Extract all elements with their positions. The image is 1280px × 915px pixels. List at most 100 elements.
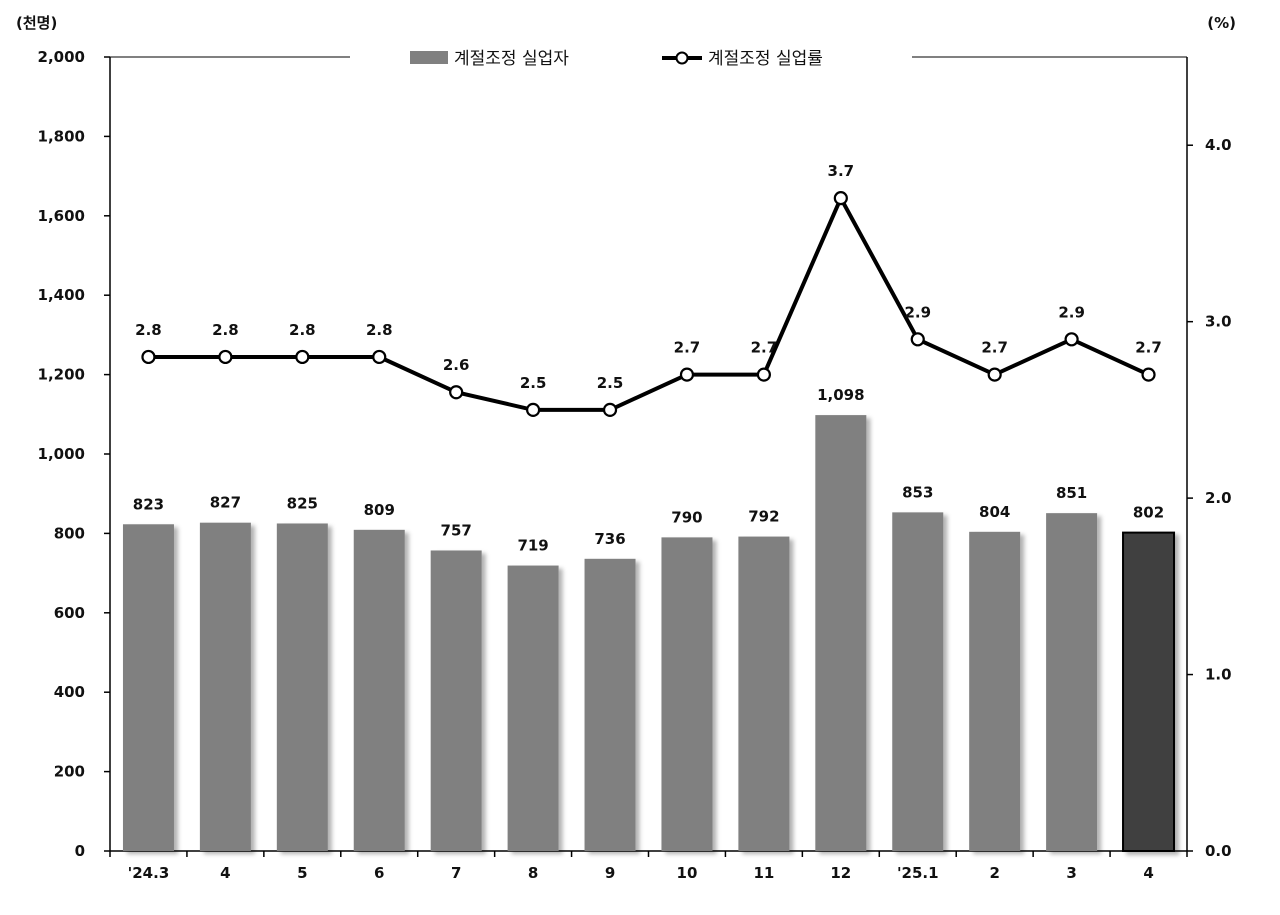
line-value-label: 2.7 [751, 339, 778, 357]
x-tick-label: 2 [989, 864, 999, 882]
bar [430, 550, 482, 851]
bar-value-label: 827 [210, 494, 241, 512]
x-tick-label: 7 [451, 864, 461, 882]
bar [815, 415, 867, 851]
bar-value-label: 809 [364, 501, 395, 519]
line-path [148, 193, 1150, 412]
bar [1122, 531, 1176, 853]
left-axis-ticks: 0 200 400 600 800 1,000 1,200 1,400 1,600 1,800 2,… [38, 48, 110, 860]
right-axis-ticks: 0.0 1.0 2.0 3.0 4.0 [1187, 136, 1232, 860]
bar-labels: 823 827 825 809 757 719 736 790 792 1,098 853 804 85… [133, 386, 1164, 554]
left-tick-label: 400 [54, 683, 85, 701]
right-tick-label: 0.0 [1205, 842, 1232, 860]
left-tick-label: 200 [54, 763, 85, 781]
x-axis-ticks: '24.3 4 5 6 7 8 9 10 11 12 '25.1 2 3 4 [109, 851, 1188, 882]
bar-value-label: 792 [748, 508, 779, 526]
line-point [141, 349, 156, 365]
line-value-label: 2.8 [366, 321, 393, 339]
legend: 계절조정 실업자 계절조정 실업률 [410, 49, 823, 69]
line-value-label: 2.9 [1058, 303, 1085, 321]
line-point [1141, 367, 1156, 382]
line-series [141, 191, 1156, 417]
bar [199, 522, 251, 851]
legend-line-label: 계절조정 실업률 [708, 49, 823, 69]
bar-value-label: 823 [133, 495, 164, 513]
line-value-label: 2.7 [674, 339, 701, 357]
right-tick-label: 3.0 [1205, 313, 1232, 331]
line-value-label: 2.7 [981, 339, 1008, 357]
bar-value-label: 802 [1133, 504, 1164, 522]
line-point [987, 367, 1002, 382]
x-tick-label: 6 [374, 864, 384, 882]
line-point [526, 402, 541, 417]
bar [276, 523, 328, 851]
x-tick-label: 10 [677, 864, 698, 882]
line-point [218, 349, 233, 365]
line-value-label: 2.5 [597, 374, 624, 392]
bar [969, 531, 1021, 851]
left-tick-label: 1,200 [38, 366, 85, 384]
left-tick-label: 2,000 [38, 48, 85, 66]
legend-bar-swatch [410, 51, 448, 64]
bar-series [122, 415, 1176, 853]
bar [738, 536, 790, 851]
right-axis-unit: (%) [1207, 14, 1236, 32]
right-tick-label: 4.0 [1205, 136, 1232, 154]
left-tick-label: 0 [75, 842, 85, 860]
x-tick-label: 3 [1066, 864, 1076, 882]
line-point [833, 191, 848, 206]
bar-value-label: 853 [902, 483, 933, 501]
bar [122, 524, 174, 851]
bar [507, 565, 559, 851]
line-point [756, 367, 771, 382]
bar-value-label: 825 [287, 494, 318, 512]
x-tick-label: 11 [753, 864, 774, 882]
bar-value-label: 790 [671, 508, 702, 526]
line-value-label: 2.7 [1135, 339, 1162, 357]
bar-value-label: 1,098 [817, 386, 864, 404]
bar [661, 537, 713, 851]
right-tick-label: 1.0 [1205, 666, 1232, 684]
left-tick-label: 1,000 [38, 445, 85, 463]
bar [584, 558, 636, 851]
bar-value-label: 736 [594, 530, 625, 548]
plot-frame [109, 56, 1188, 852]
x-tick-label: 8 [528, 864, 538, 882]
left-tick-label: 600 [54, 604, 85, 622]
bar-value-label: 804 [979, 503, 1010, 521]
left-tick-label: 800 [54, 524, 85, 542]
line-value-label: 3.7 [828, 162, 855, 180]
left-axis-unit: (천명) [16, 14, 57, 32]
line-point [372, 349, 387, 365]
bar-value-label: 719 [517, 537, 548, 555]
line-point [910, 332, 925, 347]
line-value-label: 2.5 [520, 374, 547, 392]
left-tick-label: 1,600 [38, 207, 85, 225]
x-tick-label: '25.1 [897, 864, 939, 882]
line-value-label: 2.8 [135, 321, 162, 339]
legend-bar-label: 계절조정 실업자 [454, 49, 569, 69]
x-tick-label: 12 [830, 864, 851, 882]
bar [1046, 513, 1098, 851]
left-tick-label: 1,400 [38, 286, 85, 304]
bar [353, 529, 405, 851]
line-point [449, 385, 464, 400]
line-point [602, 402, 618, 417]
line-value-label: 2.6 [443, 356, 470, 374]
line-labels: 2.8 2.8 2.8 2.8 2.6 2.5 2.5 2.7 2.7 3.7 2.9 2.7 2.9 2… [135, 162, 1162, 392]
line-point [295, 349, 310, 365]
right-tick-label: 2.0 [1205, 489, 1232, 507]
x-tick-label: 4 [220, 864, 230, 882]
x-tick-label: '24.3 [128, 864, 170, 882]
bar [892, 512, 944, 851]
line-value-label: 2.8 [212, 321, 239, 339]
line-value-label: 2.8 [289, 321, 316, 339]
x-tick-label: 4 [1143, 864, 1153, 882]
legend-line-marker [675, 51, 689, 65]
line-point [679, 367, 695, 382]
bar-value-label: 851 [1056, 484, 1087, 502]
left-tick-label: 1,800 [38, 127, 85, 145]
bar-value-label: 757 [441, 521, 472, 539]
x-tick-label: 9 [605, 864, 615, 882]
